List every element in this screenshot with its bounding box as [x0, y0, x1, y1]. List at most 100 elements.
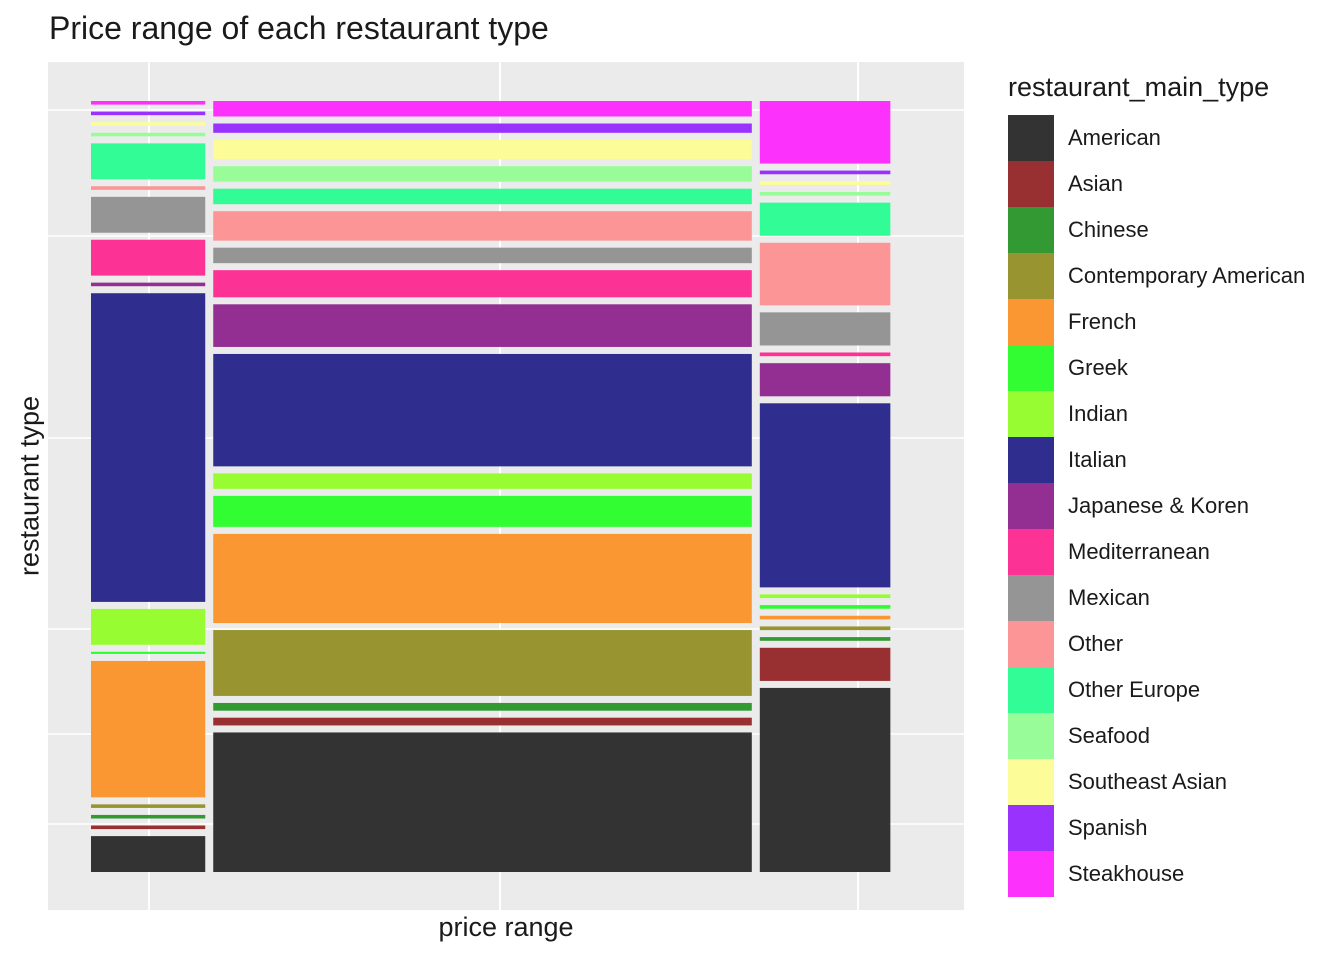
legend-swatch: [1008, 529, 1054, 575]
legend-label: French: [1068, 309, 1137, 334]
mosaic-tile-spanish-col3: [759, 170, 891, 175]
mosaic-tile-seafood-col3: [759, 191, 891, 196]
legend-label: Italian: [1068, 447, 1127, 472]
mosaic-tile-steakhouse-col3: [759, 101, 891, 164]
mosaic-tile-french-col1: [91, 660, 206, 798]
mosaic-tile-asian-col2: [213, 717, 752, 726]
mosaic-tile-contemporary-american-col3: [759, 626, 891, 631]
legend-items: American Asian Chinese Contemporary America…: [1008, 115, 1305, 897]
legend-label: Japanese & Koren: [1068, 493, 1250, 518]
legend-item: Other Europe: [1008, 667, 1305, 713]
mosaic-tile-american-col3: [759, 687, 891, 872]
mosaic-tile-southeast-asian-col2: [213, 139, 752, 160]
legend-swatch: [1008, 759, 1054, 805]
mosaic-tile-seafood-col1: [91, 132, 206, 137]
legend-swatch: [1008, 207, 1054, 253]
mosaic-tile-mexican-col1: [91, 196, 206, 233]
legend-swatch: [1008, 345, 1054, 391]
mosaic-tile-other-europe-col1: [91, 143, 206, 180]
mosaic-tile-mediterranean-col3: [759, 352, 891, 357]
legend-item: Contemporary American: [1008, 253, 1305, 299]
legend-label: Southeast Asian: [1068, 769, 1228, 794]
legend-item: Southeast Asian: [1008, 759, 1305, 805]
mosaic-tile-japanese-koren-col1: [91, 282, 206, 287]
mosaic-tile-indian-col3: [759, 594, 891, 599]
mosaic-tile-other-europe-col2: [213, 188, 752, 205]
mosaic-tile-asian-col1: [91, 825, 206, 830]
legend: restaurant_main_type American Asian Chines…: [1008, 72, 1305, 897]
legend-swatch: [1008, 161, 1054, 207]
legend-item: Mexican: [1008, 575, 1305, 621]
legend-swatch: [1008, 805, 1054, 851]
legend-item: French: [1008, 299, 1305, 345]
legend-label: Chinese: [1068, 217, 1149, 242]
mosaic-tile-italian-col2: [213, 353, 752, 467]
legend-label: Steakhouse: [1068, 861, 1185, 886]
mosaic-tile-chinese-col3: [759, 637, 891, 641]
mosaic-tile-other-col2: [213, 211, 752, 241]
legend-item: Mediterranean: [1008, 529, 1305, 575]
legend-label: Seafood: [1068, 723, 1150, 748]
legend-item: Greek: [1008, 345, 1305, 391]
legend-swatch: [1008, 391, 1054, 437]
mosaic-tile-mexican-col3: [759, 312, 891, 346]
mosaic-tile-mexican-col2: [213, 247, 752, 264]
legend-swatch: [1008, 851, 1054, 897]
mosaic-tile-japanese-koren-col3: [759, 363, 891, 397]
legend-swatch: [1008, 713, 1054, 759]
legend-swatch: [1008, 667, 1054, 713]
legend-item: Italian: [1008, 437, 1305, 483]
legend-item: Asian: [1008, 161, 1305, 207]
legend-label: Greek: [1068, 355, 1128, 380]
legend-swatch: [1008, 483, 1054, 529]
mosaic-tile-southeast-asian-col1: [91, 122, 206, 126]
mosaic-tile-italian-col1: [91, 293, 206, 602]
legend-swatch: [1008, 253, 1054, 299]
mosaic-tile-greek-col1: [91, 651, 206, 654]
mosaic-tile-indian-col1: [91, 608, 206, 645]
mosaic-tile-greek-col2: [213, 495, 752, 527]
mosaic-tile-american-col2: [213, 732, 752, 872]
legend-item: Japanese & Koren: [1008, 483, 1305, 529]
legend-item: Other: [1008, 621, 1305, 667]
legend-swatch: [1008, 437, 1054, 483]
legend-label: American: [1068, 125, 1161, 150]
legend-label: Other Europe: [1068, 677, 1201, 702]
legend-item: American: [1008, 115, 1305, 161]
legend-item: Seafood: [1008, 713, 1305, 759]
y-axis-label: restaurant type: [14, 395, 45, 577]
legend-label: Indian: [1068, 401, 1128, 426]
legend-item: Indian: [1008, 391, 1305, 437]
x-axis-label: price range: [438, 912, 574, 942]
legend-item: Chinese: [1008, 207, 1305, 253]
legend-label: Contemporary American: [1068, 263, 1306, 288]
mosaic-tile-italian-col3: [759, 403, 891, 588]
mosaic-tile-french-col3: [759, 615, 891, 620]
mosaic-tile-asian-col3: [759, 647, 891, 681]
mosaic-tile-contemporary-american-col1: [91, 804, 206, 808]
mosaic-tile-greek-col3: [759, 605, 891, 609]
mosaic-tile-chinese-col2: [213, 702, 752, 711]
mosaic-tile-japanese-koren-col2: [213, 304, 752, 347]
legend-swatch: [1008, 299, 1054, 345]
legend-label: Other: [1068, 631, 1124, 656]
mosaic-tile-french-col2: [213, 533, 752, 624]
chart-title: Price range of each restaurant type: [49, 10, 549, 46]
mosaic-tile-american-col1: [91, 836, 206, 872]
mosaic-tile-indian-col2: [213, 473, 752, 489]
mosaic-tile-other-col1: [91, 186, 206, 190]
legend-swatch: [1008, 575, 1054, 621]
mosaic-tile-contemporary-american-col2: [213, 630, 752, 696]
legend-title: restaurant_main_type: [1008, 72, 1270, 102]
legend-swatch: [1008, 621, 1054, 667]
mosaic-tile-other-europe-col3: [759, 202, 891, 236]
mosaic-tile-seafood-col2: [213, 166, 752, 182]
mosaic-tile-steakhouse-col1: [91, 101, 206, 105]
mosaic-tile-spanish-col2: [213, 123, 752, 133]
mosaic-tile-mediterranean-col2: [213, 270, 752, 298]
legend-label: Asian: [1068, 171, 1124, 196]
legend-swatch: [1008, 115, 1054, 161]
mosaic-tile-chinese-col1: [91, 814, 206, 819]
mosaic-tile-spanish-col1: [91, 111, 206, 116]
